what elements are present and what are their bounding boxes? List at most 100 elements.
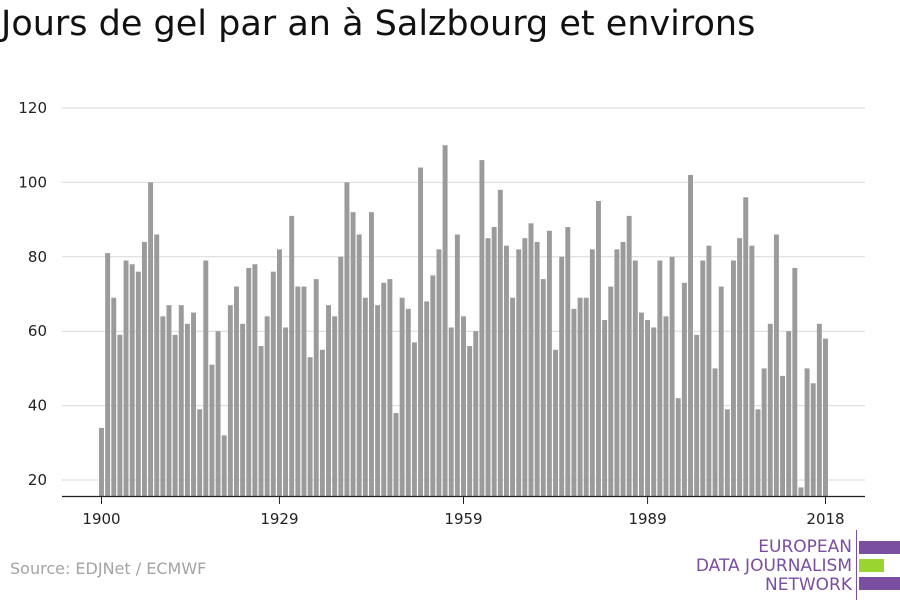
bar-1978	[577, 297, 583, 496]
source-note: Source: EDJNet / ECMWF	[10, 559, 207, 578]
bar-1962	[479, 160, 485, 496]
bar-1993	[669, 256, 675, 496]
bar-1935	[313, 279, 319, 496]
bar-1953	[424, 301, 430, 496]
logo-line-2: DATA JOURNALISM	[695, 556, 852, 576]
bar-2007	[755, 409, 761, 496]
bar-1998	[700, 260, 706, 496]
bar-1922	[234, 286, 239, 496]
bar-1999	[706, 245, 712, 496]
bar-1968	[516, 249, 522, 496]
bar-1986	[626, 215, 632, 496]
bar-1972	[540, 279, 546, 496]
bar-1917	[203, 260, 209, 496]
bar-1989	[645, 320, 651, 496]
bar-2003	[730, 260, 736, 496]
bar-2010	[773, 234, 779, 497]
logo-bar-purple-top	[859, 541, 900, 554]
bar-1973	[546, 230, 552, 496]
bar-1932	[295, 286, 301, 496]
bar-1937	[326, 305, 331, 496]
bar-1982	[602, 320, 608, 496]
bar-1949	[399, 297, 405, 496]
bar-1913	[178, 305, 184, 496]
bar-1952	[418, 167, 424, 496]
bar-1914	[184, 323, 190, 496]
axes	[62, 495, 865, 504]
bar-1955	[436, 249, 442, 496]
y-tick-label-40: 40	[28, 397, 47, 415]
bar-1916	[197, 409, 203, 496]
bar-1944	[368, 212, 374, 496]
bar-2012	[786, 331, 792, 496]
bar-1969	[522, 238, 528, 496]
bar-1940	[344, 182, 350, 496]
bar-1954	[430, 275, 436, 496]
x-tick-label-1900: 1900	[82, 510, 120, 528]
bar-1967	[510, 297, 516, 496]
bar-1984	[614, 249, 620, 496]
bar-1983	[608, 286, 614, 496]
bar-1948	[393, 413, 399, 496]
bar-1985	[620, 241, 626, 496]
bar-1957	[448, 327, 454, 496]
bar-2016	[810, 383, 816, 496]
bar-1925	[252, 264, 258, 496]
bar-1930	[283, 327, 289, 496]
bar-2000	[712, 368, 718, 496]
logo-bar-green	[859, 559, 884, 572]
bar-1976	[565, 227, 571, 497]
bar-1942	[356, 234, 362, 497]
bar-1965	[497, 189, 503, 496]
bar-1961	[473, 331, 479, 496]
bar-1938	[332, 316, 338, 496]
chart-title: Jours de gel par an à Salzbourg et envir…	[1, 4, 756, 44]
bar-1928	[270, 271, 276, 496]
bar-1996	[688, 174, 693, 496]
bars	[99, 145, 828, 497]
bar-1988	[638, 312, 644, 496]
x-tick-label-1959: 1959	[444, 510, 482, 528]
bar-1981	[596, 201, 601, 496]
bar-2002	[724, 409, 730, 496]
bar-1920	[221, 435, 227, 496]
bar-1943	[362, 297, 368, 496]
y-tick-label-80: 80	[28, 248, 47, 266]
bar-1979	[583, 297, 589, 496]
bar-1918	[209, 364, 215, 496]
y-tick-label-20: 20	[28, 471, 47, 489]
bar-1907	[141, 241, 147, 496]
bar-1974	[553, 349, 559, 496]
bar-1933	[301, 286, 307, 496]
bar-1939	[338, 256, 344, 496]
bar-2013	[792, 267, 798, 496]
bar-1987	[632, 260, 638, 496]
bar-1950	[405, 308, 411, 496]
logo-line-3: NETWORK	[765, 575, 852, 595]
logo-divider	[856, 530, 857, 600]
bar-1911	[166, 305, 172, 496]
x-tick-label-1989: 1989	[628, 510, 666, 528]
bar-1992	[663, 316, 669, 496]
bar-1927	[264, 316, 270, 496]
bar-1971	[534, 241, 540, 496]
bar-1909	[154, 234, 160, 497]
y-tick-label-100: 100	[18, 173, 47, 191]
bar-2018	[823, 338, 828, 496]
bar-2017	[816, 323, 822, 496]
bar-1958	[454, 234, 460, 497]
bar-1991	[657, 260, 663, 496]
bar-2004	[737, 238, 743, 496]
bar-1901	[105, 253, 111, 496]
bar-1975	[559, 256, 565, 496]
bar-2009	[767, 323, 773, 496]
bar-1919	[215, 331, 221, 496]
y-tick-label-120: 120	[18, 99, 47, 117]
bar-1977	[571, 308, 577, 496]
bar-1905	[129, 264, 135, 496]
bar-2005	[743, 197, 749, 496]
logo-bar-purple-bottom	[859, 577, 900, 590]
bar-1936	[319, 349, 325, 496]
bar-1994	[675, 398, 681, 496]
